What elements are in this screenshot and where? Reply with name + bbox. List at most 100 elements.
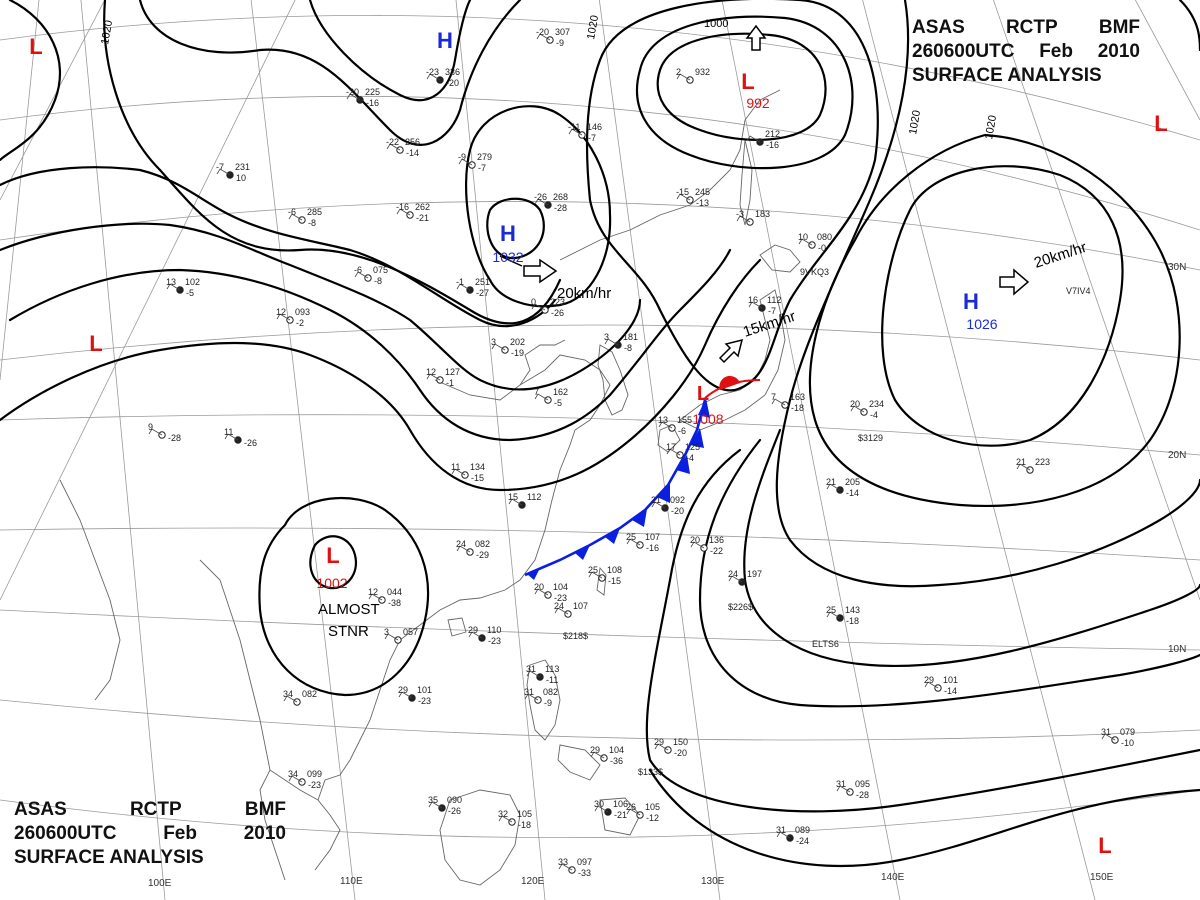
isobar-asia-4: [0, 258, 762, 492]
station-temp: -7: [216, 162, 224, 172]
station-plot: 12 044-38: [368, 587, 402, 608]
station-pressure: 112: [527, 492, 541, 502]
pressure-value: 1002: [316, 575, 347, 591]
station-temp: 21: [826, 477, 836, 487]
station-pressure: 113: [545, 664, 559, 674]
isobar-1028-ring: [464, 105, 612, 308]
wind-barb: [386, 143, 401, 151]
isobar-high-1032: [486, 197, 545, 260]
station-pressure: 181: [623, 332, 638, 342]
wind-barb: [658, 421, 673, 429]
station-temp: -6: [354, 265, 362, 275]
station-pressure: 095: [855, 779, 870, 789]
station-dewpoint: 10: [236, 173, 246, 183]
wind-barb: [1016, 463, 1031, 471]
wind-barb: [924, 681, 939, 689]
lon-label: 130E: [701, 876, 725, 887]
isobar-asia-2: [0, 222, 642, 391]
station-pressure: 268: [553, 192, 568, 202]
wind-barb: [468, 631, 483, 639]
coastlines: [59, 89, 801, 886]
station-dewpoint: -13: [696, 198, 709, 208]
station-dewpoint: -8: [374, 276, 382, 286]
wind-barb: [216, 168, 231, 176]
station-dewpoint: -6: [678, 426, 686, 436]
front-barb: [657, 484, 670, 503]
station-temp: 21: [1016, 457, 1026, 467]
front-barb: [605, 528, 620, 544]
pressure-value: 992: [746, 95, 770, 111]
station-pressure: 223: [550, 297, 565, 307]
wind-barb: [288, 775, 303, 783]
station-plot: 3 057: [384, 627, 418, 644]
station-pressure: 099: [307, 769, 322, 779]
meridian-110e: [250, 0, 356, 900]
station-plot: 11 -26: [224, 427, 257, 448]
meridian-100e: [80, 0, 166, 900]
isobar-low-992-inner: [656, 32, 827, 141]
isobar-labels: 1020 1020 1000 1020 1020: [99, 14, 999, 140]
station-dewpoint: -27: [476, 288, 489, 298]
low-center-marker: L: [89, 331, 102, 356]
mindanao: [599, 797, 641, 836]
lon-label: 150E: [1090, 872, 1114, 883]
station-plot: 3 181-8: [604, 332, 638, 353]
isobar-label: 1000: [704, 18, 728, 30]
wind-barb: [224, 433, 239, 441]
front-line: [524, 399, 707, 577]
station-dewpoint: -26: [551, 308, 564, 318]
wind-barb: [676, 193, 691, 201]
station-dewpoint: -2: [296, 318, 304, 328]
station-pressure: 107: [573, 601, 588, 611]
wind-barb: [498, 815, 513, 823]
station-temp: 31: [526, 664, 536, 674]
station-plot: 0 223-26: [531, 297, 565, 318]
station-plot: 25 108-15: [588, 565, 622, 586]
indochina: [314, 624, 421, 871]
lon-label: 110E: [340, 876, 363, 887]
wind-barb: [531, 303, 546, 311]
station-temp: 10: [798, 232, 808, 242]
station-dewpoint: -23: [308, 780, 321, 790]
wind-barb: [836, 785, 851, 793]
station-temp: -20: [346, 87, 359, 97]
ship-id: $226$: [728, 602, 753, 612]
station-temp: 7: [534, 387, 539, 397]
station-dewpoint: -14: [944, 686, 957, 696]
visayas: [557, 744, 601, 781]
station-dewpoint: -36: [610, 756, 623, 766]
station-plot: 3 202-19: [491, 337, 525, 358]
front-barb: [575, 545, 590, 560]
station-temp: 31: [776, 825, 786, 835]
station-plot: 29 110-23: [468, 625, 501, 646]
wind-barb: [728, 575, 743, 583]
isobar-1020-west: [103, 0, 562, 325]
station-plot: -26 268-28: [534, 192, 568, 213]
wind-barb: [748, 301, 763, 309]
motion-speed-label: 20km/hr: [557, 285, 611, 302]
cold-front: [524, 398, 710, 580]
station-pressure: 044: [387, 587, 402, 597]
pressure-value: 1008: [692, 411, 723, 427]
wind-barb: [276, 313, 291, 321]
station-dewpoint: -14: [846, 488, 859, 498]
low-center-marker: L: [1154, 111, 1167, 136]
isobar-label: 1020: [99, 19, 115, 45]
station-temp: 12: [276, 307, 286, 317]
front-barb: [698, 398, 710, 418]
meridian-90e: [0, 0, 106, 201]
wind-barb: [798, 238, 813, 246]
station-pressure: 205: [845, 477, 860, 487]
wind-barb: [746, 135, 761, 143]
station-plot: 7 162-5: [534, 387, 568, 408]
station-dewpoint: -15: [608, 576, 621, 586]
station-pressure: 336: [445, 67, 460, 77]
station-dewpoint: -9: [556, 38, 564, 48]
parallel-0: [0, 789, 1200, 839]
station-plot: 11 134-15: [451, 462, 485, 483]
wind-barb: [534, 588, 549, 596]
station-pressure: 079: [1120, 727, 1135, 737]
japan-honshu: [679, 289, 786, 431]
station-plot: 20 234-4: [850, 399, 884, 420]
header-time: 260600UTC: [14, 823, 117, 844]
